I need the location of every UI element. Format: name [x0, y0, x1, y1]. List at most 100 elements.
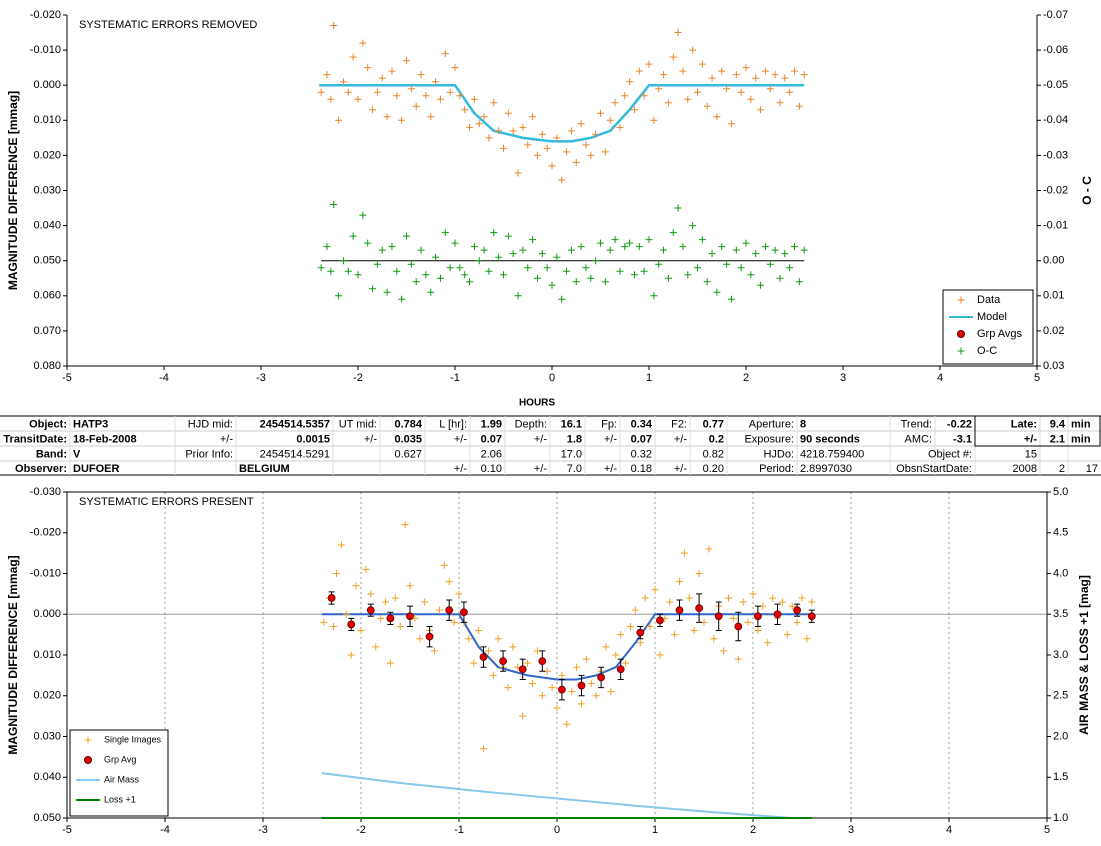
point [725, 594, 732, 602]
point [432, 78, 440, 86]
point [480, 745, 487, 753]
y-tick-label: 0.070 [33, 325, 61, 337]
point [519, 712, 527, 720]
legend-label: Single Images [104, 734, 162, 744]
point [553, 134, 561, 142]
point [490, 229, 498, 237]
x-tick-label: 1 [652, 824, 658, 836]
point [660, 71, 668, 79]
point [626, 78, 634, 86]
point [795, 278, 803, 286]
x-tick-label: 0 [554, 824, 560, 836]
point [636, 639, 644, 647]
point [641, 594, 649, 602]
table-cell: V [73, 448, 81, 460]
point [490, 99, 498, 107]
group-average [807, 612, 816, 621]
point [383, 288, 391, 296]
point [669, 53, 677, 61]
point [524, 141, 532, 149]
point [752, 250, 760, 258]
legend-swatch [957, 347, 965, 355]
point [679, 243, 687, 251]
table-cell: +/- [454, 463, 467, 475]
point [327, 267, 335, 275]
group-average [636, 628, 645, 637]
table-cell: +/- [220, 433, 233, 445]
table-cell: 18-Feb-2008 [73, 433, 137, 445]
y-tick-label: 0.040 [33, 771, 61, 783]
point [320, 618, 328, 626]
point [747, 95, 755, 103]
point [666, 598, 674, 606]
point [359, 39, 367, 47]
table-cell: 2.8997030 [800, 463, 852, 475]
point [514, 292, 522, 300]
table-cell: +/- [674, 433, 687, 445]
point [451, 239, 459, 247]
table-cell: 0.34 [631, 418, 653, 430]
point [421, 598, 429, 606]
table-cell: 2454514.5357 [260, 418, 330, 430]
point [529, 680, 536, 688]
point [783, 631, 791, 639]
table-cell: Observer: [15, 463, 67, 475]
point [450, 618, 458, 626]
group-average [558, 685, 566, 694]
group-average [425, 632, 434, 641]
table-cell: HATP3 [73, 418, 108, 430]
y2-tick-label: 3.5 [1053, 608, 1068, 620]
y2-tick-label: 0.02 [1043, 325, 1064, 337]
legend-label: Model [977, 311, 1007, 323]
point [441, 50, 449, 58]
point [398, 116, 406, 124]
point [330, 22, 338, 30]
point [708, 250, 716, 258]
y2-tick-label: 1.5 [1053, 771, 1068, 783]
legend-label: Data [977, 294, 1001, 306]
point [685, 594, 693, 602]
point [485, 134, 493, 142]
table-cell: 8 [800, 418, 806, 430]
x-tick-label: -1 [450, 372, 460, 384]
point [650, 292, 658, 300]
point [396, 622, 404, 630]
y2-tick-label: 0.03 [1043, 360, 1064, 372]
table-cell: 0.18 [631, 463, 652, 475]
point [766, 85, 774, 93]
point [635, 67, 643, 75]
point [577, 243, 585, 251]
point [504, 109, 512, 117]
point [611, 99, 619, 107]
y2-tick-label: 4.5 [1053, 527, 1068, 539]
point [403, 232, 410, 240]
y2-tick-label: -0.03 [1043, 149, 1068, 161]
y2-axis-title: O - C [1080, 176, 1094, 205]
group-average [734, 622, 743, 631]
point [664, 274, 672, 282]
point [349, 232, 357, 240]
point [635, 243, 643, 251]
table-cell: 16.1 [561, 418, 582, 430]
point [621, 243, 629, 251]
legend-swatch [84, 736, 92, 744]
point [317, 264, 325, 272]
point [369, 106, 377, 114]
point [754, 627, 762, 635]
point [470, 243, 478, 251]
point [602, 643, 610, 651]
table-cell: HJD mid: [188, 418, 233, 430]
chart: -5 -4 -3 -2 -1 0 1 2 3 4 5 -0.030 -0.020 -0.010 0.000 0… [6, 486, 1091, 836]
table-cell: Object: [29, 418, 67, 430]
x-tick-label: 3 [840, 372, 846, 384]
table-cell: 0.32 [631, 448, 652, 460]
x-tick-label: 2 [750, 824, 756, 836]
point [403, 57, 410, 65]
legend-label: Grp Avgs [977, 328, 1023, 340]
point [427, 113, 435, 121]
point [500, 144, 507, 152]
point [757, 281, 765, 289]
point [611, 236, 619, 244]
point [800, 71, 808, 79]
point [416, 635, 424, 643]
